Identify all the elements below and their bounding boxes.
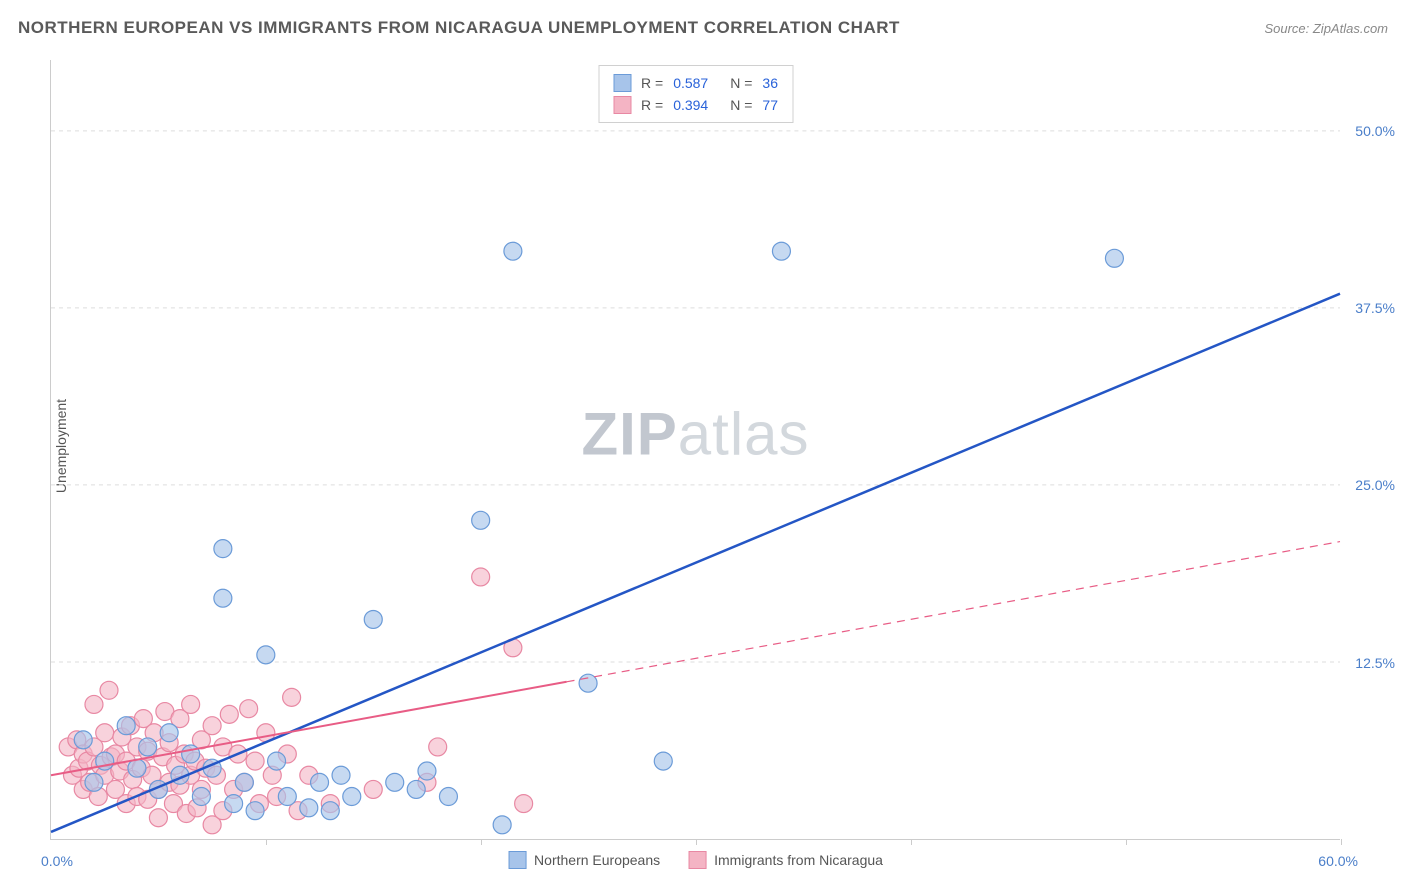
scatter-point [96, 724, 114, 742]
scatter-point [182, 745, 200, 763]
n-label-0: N = [730, 75, 752, 91]
correlation-legend: R = 0.587 N = 36 R = 0.394 N = 77 [598, 65, 793, 123]
scatter-point [220, 705, 238, 723]
x-axis-min-label: 0.0% [41, 853, 73, 869]
source-label: Source: ZipAtlas.com [1264, 21, 1388, 36]
scatter-point [321, 802, 339, 820]
scatter-point [407, 780, 425, 798]
correlation-row-0: R = 0.587 N = 36 [613, 72, 778, 94]
scatter-point [214, 540, 232, 558]
scatter-point [343, 788, 361, 806]
n-value-1: 77 [762, 97, 778, 113]
scatter-point [203, 717, 221, 735]
scatter-point [160, 724, 178, 742]
legend-label-0: Northern Europeans [534, 852, 660, 868]
scatter-point [235, 773, 253, 791]
scatter-point [85, 773, 103, 791]
n-label-1: N = [730, 97, 752, 113]
y-tick-label: 12.5% [1355, 655, 1395, 671]
scatter-point [149, 809, 167, 827]
y-tick-label: 37.5% [1355, 300, 1395, 316]
scatter-point [504, 242, 522, 260]
scatter-point [472, 568, 490, 586]
scatter-svg [51, 60, 1340, 839]
scatter-point [100, 681, 118, 699]
x-tick [696, 839, 697, 845]
scatter-point [364, 610, 382, 628]
swatch-bottom-0 [508, 851, 526, 869]
scatter-point [429, 738, 447, 756]
scatter-point [493, 816, 511, 834]
scatter-point [418, 762, 436, 780]
scatter-point [278, 788, 296, 806]
swatch-series-0 [613, 74, 631, 92]
series-legend: Northern Europeans Immigrants from Nicar… [508, 851, 883, 869]
scatter-point [364, 780, 382, 798]
scatter-point [311, 773, 329, 791]
r-value-1: 0.394 [673, 97, 708, 113]
scatter-point [268, 752, 286, 770]
scatter-point [192, 788, 210, 806]
scatter-point [117, 717, 135, 735]
scatter-point [386, 773, 404, 791]
r-label-1: R = [641, 97, 663, 113]
x-tick [266, 839, 267, 845]
title-bar: NORTHERN EUROPEAN VS IMMIGRANTS FROM NIC… [18, 18, 1388, 38]
scatter-point [654, 752, 672, 770]
r-label-0: R = [641, 75, 663, 91]
scatter-point [85, 695, 103, 713]
scatter-point [139, 738, 157, 756]
legend-label-1: Immigrants from Nicaragua [714, 852, 883, 868]
x-axis-max-label: 60.0% [1318, 853, 1358, 869]
scatter-point [515, 795, 533, 813]
x-tick [911, 839, 912, 845]
legend-item-0: Northern Europeans [508, 851, 660, 869]
y-tick-label: 50.0% [1355, 123, 1395, 139]
scatter-point [472, 511, 490, 529]
chart-plot-area: ZIPatlas 12.5%25.0%37.5%50.0% 0.0% 60.0%… [50, 60, 1340, 840]
scatter-point [74, 731, 92, 749]
scatter-point [246, 752, 264, 770]
r-value-0: 0.587 [673, 75, 708, 91]
scatter-point [772, 242, 790, 260]
scatter-point [1105, 249, 1123, 267]
swatch-series-1 [613, 96, 631, 114]
n-value-0: 36 [762, 75, 778, 91]
correlation-row-1: R = 0.394 N = 77 [613, 94, 778, 116]
scatter-point [128, 759, 146, 777]
scatter-point [240, 700, 258, 718]
trend-line-solid [51, 294, 1340, 832]
chart-title: NORTHERN EUROPEAN VS IMMIGRANTS FROM NIC… [18, 18, 900, 38]
scatter-point [182, 695, 200, 713]
scatter-point [439, 788, 457, 806]
x-tick [481, 839, 482, 845]
swatch-bottom-1 [688, 851, 706, 869]
scatter-point [257, 646, 275, 664]
scatter-point [283, 688, 301, 706]
y-tick-label: 25.0% [1355, 477, 1395, 493]
scatter-point [225, 795, 243, 813]
x-tick [1126, 839, 1127, 845]
x-tick [1341, 839, 1342, 845]
scatter-point [300, 799, 318, 817]
scatter-point [246, 802, 264, 820]
trend-line-dashed [567, 542, 1340, 682]
scatter-point [332, 766, 350, 784]
legend-item-1: Immigrants from Nicaragua [688, 851, 883, 869]
scatter-point [214, 589, 232, 607]
